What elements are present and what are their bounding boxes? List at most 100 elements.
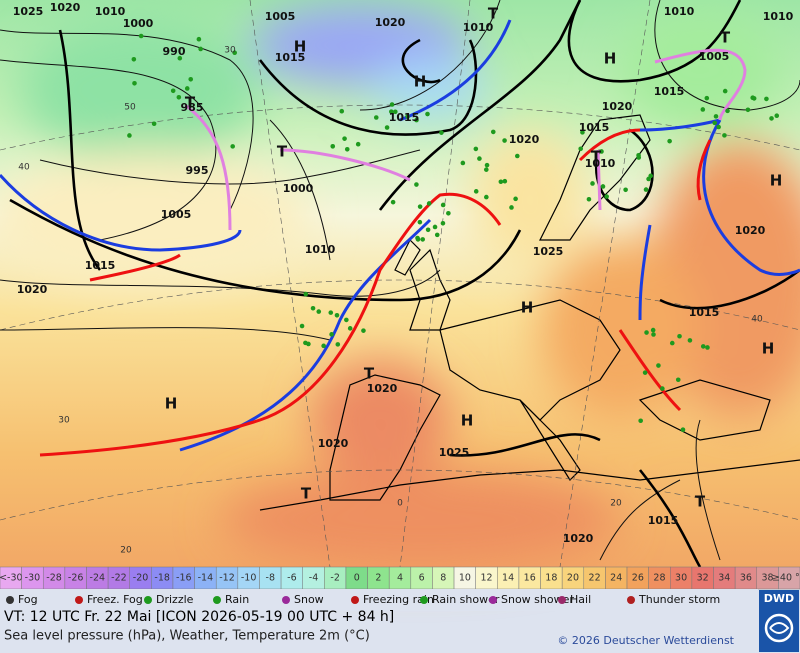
precip-dot: [170, 88, 176, 94]
scale-label: -30: [25, 573, 41, 584]
pressure-center: H: [770, 172, 783, 190]
isobar-label: 990: [163, 45, 186, 58]
isobar-label: 1010: [463, 21, 494, 34]
precip-dot: [335, 342, 341, 347]
precip-dot: [339, 108, 345, 114]
pressure-center: H: [604, 50, 617, 68]
precip-dot: [660, 386, 665, 391]
precip-dot: [722, 133, 727, 138]
precip-dot: [477, 156, 482, 161]
isobar-label: 1020: [509, 133, 540, 146]
precip-dot: [440, 221, 446, 226]
scale-label: 8: [440, 573, 446, 584]
precip-dot: [498, 179, 504, 185]
precip-dot: [636, 155, 642, 160]
precip-dot: [712, 120, 718, 126]
precip-dot: [604, 194, 609, 199]
precip-dot: [303, 291, 309, 297]
dwd-logo: DWD: [759, 590, 799, 652]
legend-label: Hail: [570, 593, 591, 606]
precip-dot: [680, 427, 686, 432]
scale-label: 4: [397, 573, 403, 584]
precip-dot: [177, 55, 183, 61]
isobar-label: 1005: [265, 10, 296, 23]
legend-icon: [420, 596, 428, 604]
precip-dot: [299, 323, 305, 329]
precip-dot: [623, 187, 628, 193]
scale-label: 14: [502, 573, 514, 584]
precip-dot: [667, 138, 672, 144]
precip-dot: [405, 114, 410, 119]
precip-dot: [355, 141, 361, 147]
scale-label: 32: [697, 573, 709, 584]
precip-dot: [751, 96, 757, 101]
legend-icon: [6, 596, 14, 604]
precip-dot: [650, 327, 656, 333]
valid-time: VT: 12 UTC Fr. 22 Mai [ICON 2026-05-19 0…: [4, 609, 394, 625]
legend-icon: [558, 596, 566, 604]
precip-dot: [656, 363, 661, 368]
pressure-center: T: [720, 29, 731, 47]
precip-dot: [769, 116, 774, 121]
precip-dot: [713, 114, 719, 119]
cold-fronts: [0, 19, 800, 452]
precip-dot: [515, 153, 520, 159]
scale-label: -26: [68, 573, 84, 584]
isobar-label: 1000: [283, 182, 314, 195]
weather-legend: Fog Freez. Fog Drizzle Rain Snow Freezing rai…: [0, 589, 758, 611]
scale-label: -2: [330, 573, 339, 584]
precip-dot: [426, 201, 432, 206]
precip-dot: [644, 330, 649, 335]
temperature-isoline-label: 20: [120, 546, 132, 556]
legend-label: Drizzle: [156, 593, 194, 606]
pressure-center: H: [165, 395, 178, 413]
pressure-center: T: [695, 493, 706, 511]
scale-low-label: <-30: [0, 573, 23, 584]
scale-label: -12: [219, 573, 235, 584]
precip-dot: [704, 95, 710, 101]
scale-label: 18: [545, 573, 557, 584]
precip-dot: [600, 184, 606, 189]
precip-dot: [414, 182, 419, 187]
precip-dot: [415, 237, 421, 242]
precip-dot: [677, 333, 682, 339]
scale-label: -20: [133, 573, 149, 584]
description: Sea level pressure (hPa), Weather, Tempe…: [4, 629, 370, 644]
precip-dot: [642, 370, 648, 375]
legend-icon: [627, 596, 635, 604]
precip-dot: [502, 138, 507, 143]
precip-dot: [131, 56, 137, 62]
precip-dot: [700, 107, 706, 112]
precip-dot: [361, 328, 366, 333]
isobar-label: 1010: [585, 157, 616, 170]
precip-dot: [643, 187, 649, 192]
precip-dot: [473, 189, 479, 194]
legend-icon: [351, 596, 359, 604]
precip-dot: [310, 305, 316, 311]
legend-icon: [282, 596, 290, 604]
pressure-center: T: [591, 148, 602, 166]
precip-dot: [648, 173, 654, 179]
pressure-center: T: [185, 94, 196, 112]
isobar-label: 995: [186, 164, 209, 177]
occluded-fronts: [184, 48, 747, 231]
precip-dot: [484, 162, 490, 168]
precip-dot: [513, 196, 518, 202]
legend-icon: [144, 596, 152, 604]
precip-dot: [651, 332, 656, 337]
isobar-label: 1020: [735, 224, 766, 237]
isobar-label: 1015: [648, 514, 679, 527]
precip-dot: [590, 181, 595, 186]
precip-dot: [321, 343, 326, 349]
scale-label: 6: [419, 573, 425, 584]
precip-dot: [417, 219, 423, 225]
precip-dot: [425, 227, 431, 233]
precip-dot: [342, 136, 347, 141]
precip-dot: [725, 108, 730, 114]
temperature-isoline-label: 0: [397, 499, 403, 509]
legend-bar: [0, 589, 758, 611]
isobar-label: 1025: [13, 5, 44, 18]
precip-dot: [764, 96, 769, 102]
precip-dot: [774, 113, 780, 119]
